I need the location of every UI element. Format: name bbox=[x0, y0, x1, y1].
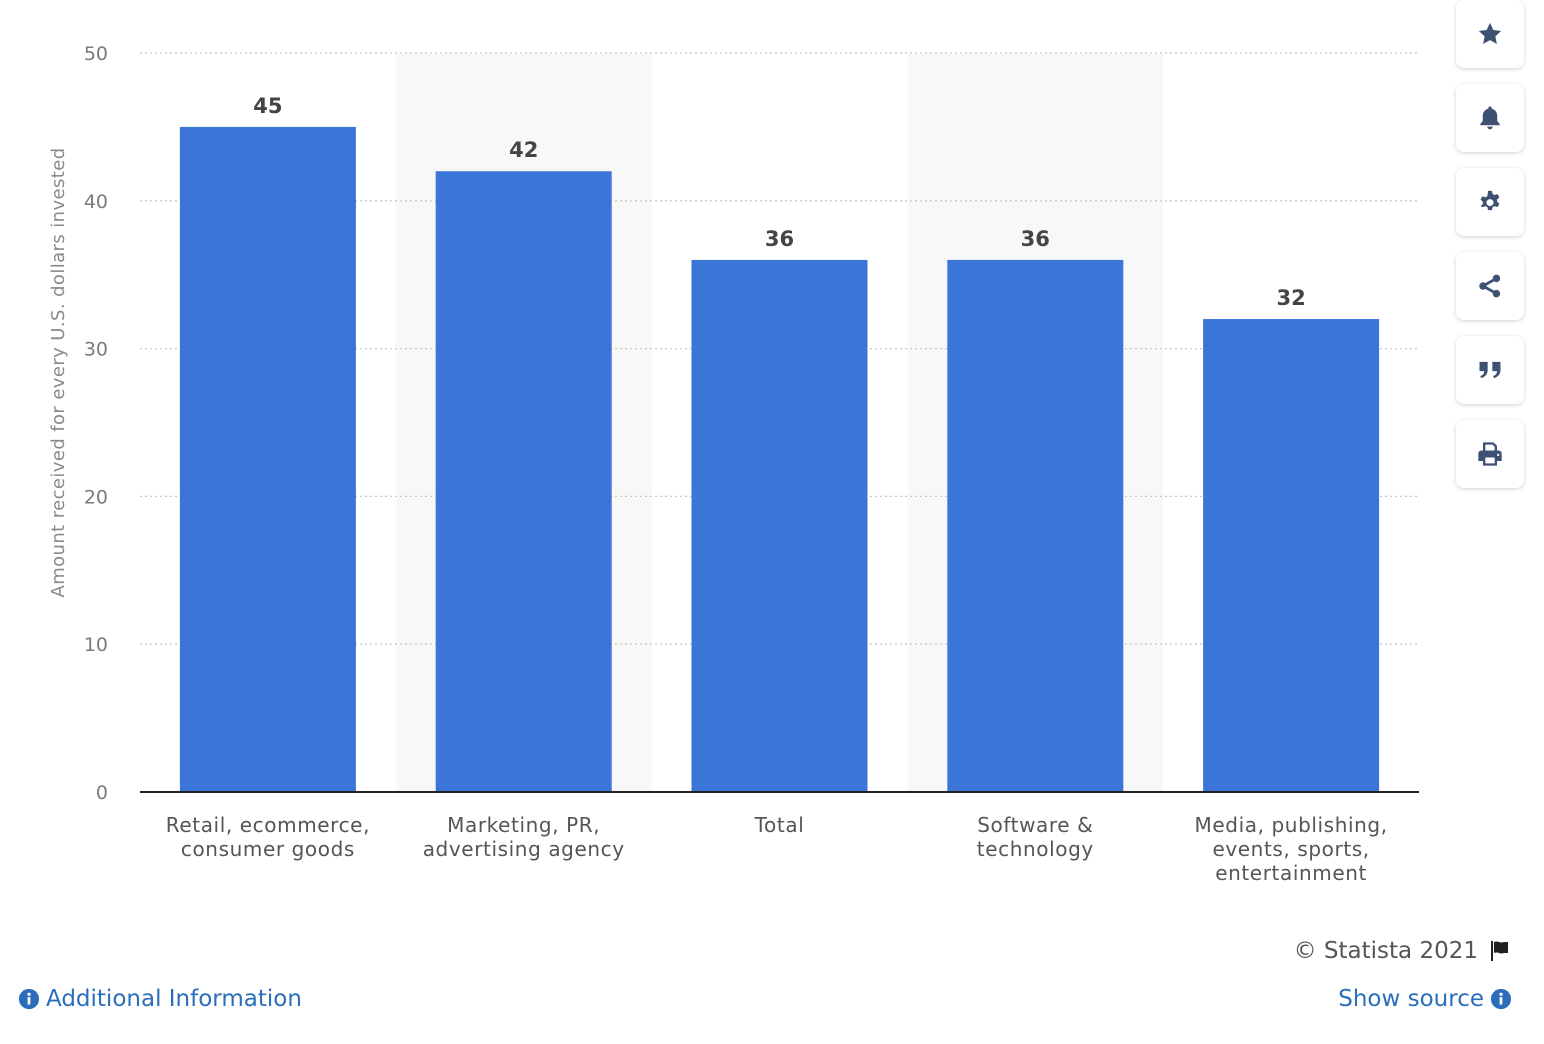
y-tick-label: 0 bbox=[96, 782, 108, 804]
y-tick-label: 10 bbox=[84, 634, 108, 656]
category-label-line: entertainment bbox=[1215, 861, 1367, 885]
gear-icon bbox=[1480, 190, 1500, 211]
value-label: 36 bbox=[765, 227, 794, 251]
bar bbox=[691, 259, 868, 792]
category-label-line: Media, publishing, bbox=[1195, 813, 1388, 837]
bars bbox=[179, 126, 1380, 793]
category-label-line: events, sports, bbox=[1212, 837, 1369, 861]
category-label: Software & technology bbox=[977, 813, 1094, 861]
bar bbox=[435, 171, 612, 793]
bar bbox=[179, 126, 356, 792]
category-label: Media, publishing, events, sports, enterta… bbox=[1195, 813, 1388, 885]
category-labels: Retail, ecommerce, consumer goods Marketin… bbox=[166, 813, 1388, 885]
value-labels: 45 42 36 36 32 bbox=[253, 94, 1305, 310]
additional-information-link[interactable]: Additional Information bbox=[18, 986, 302, 1012]
value-label: 32 bbox=[1276, 286, 1305, 310]
category-label-line: advertising agency bbox=[423, 837, 625, 861]
star-icon bbox=[1478, 22, 1502, 45]
notification-button[interactable] bbox=[1456, 84, 1524, 152]
flag-icon[interactable] bbox=[1488, 939, 1512, 963]
info-icon bbox=[18, 988, 40, 1010]
settings-button[interactable] bbox=[1456, 168, 1524, 236]
category-label: Retail, ecommerce, consumer goods bbox=[166, 813, 370, 861]
cite-button[interactable] bbox=[1456, 336, 1524, 404]
category-label-line: Total bbox=[754, 813, 805, 837]
share-icon bbox=[1479, 274, 1501, 298]
value-label: 42 bbox=[509, 138, 538, 162]
favorite-button[interactable] bbox=[1456, 0, 1524, 68]
bar-chart: 0 10 20 30 40 50 45 42 36 36 32 Retail, ecommerce… bbox=[48, 43, 1419, 885]
bar bbox=[1203, 319, 1380, 792]
bar bbox=[947, 259, 1124, 792]
y-tick-label: 20 bbox=[84, 486, 108, 508]
copyright-text: © Statista 2021 bbox=[1293, 938, 1478, 964]
copyright: © Statista 2021 bbox=[1294, 938, 1512, 964]
category-label-line: Software & bbox=[977, 813, 1093, 837]
y-axis-ticks: 0 10 20 30 40 50 bbox=[84, 43, 108, 804]
bell-icon bbox=[1480, 106, 1500, 130]
y-tick-label: 30 bbox=[84, 339, 108, 361]
show-source-link[interactable]: Show source bbox=[1338, 986, 1512, 1012]
y-tick-label: 40 bbox=[84, 191, 108, 213]
y-tick-label: 50 bbox=[84, 43, 108, 65]
share-button[interactable] bbox=[1456, 252, 1524, 320]
category-label-line: technology bbox=[977, 837, 1094, 861]
category-label: Marketing, PR, advertising agency bbox=[423, 813, 625, 861]
value-label: 45 bbox=[253, 94, 282, 118]
category-label-line: Marketing, PR, bbox=[447, 813, 600, 837]
print-icon bbox=[1478, 442, 1502, 466]
category-label-line: Retail, ecommerce, bbox=[166, 813, 370, 837]
category-label-line: consumer goods bbox=[181, 837, 355, 861]
info-icon bbox=[1490, 988, 1512, 1010]
additional-information-label: Additional Information bbox=[46, 986, 302, 1012]
y-axis-title: Amount received for every U.S. dollars i… bbox=[48, 147, 69, 597]
category-label: Total bbox=[754, 813, 805, 837]
value-label: 36 bbox=[1021, 227, 1050, 251]
show-source-label: Show source bbox=[1338, 986, 1484, 1012]
print-button[interactable] bbox=[1456, 420, 1524, 488]
quote-icon bbox=[1479, 361, 1501, 379]
